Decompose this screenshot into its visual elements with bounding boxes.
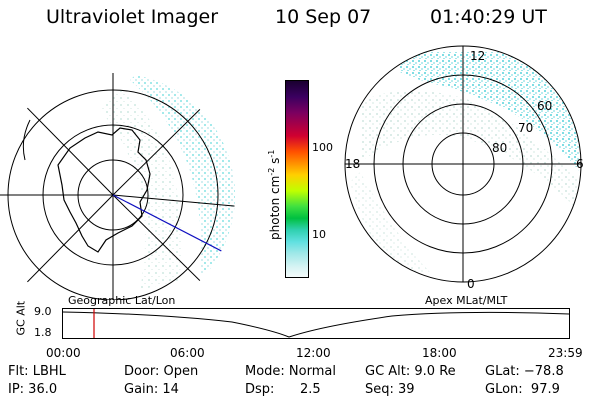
- mlt-label-12: 12: [470, 49, 485, 63]
- colorbar: [285, 80, 309, 278]
- meridian: [0, 194, 114, 300]
- mlat-label-80: 80: [492, 141, 507, 155]
- altitude-curve: [62, 311, 570, 338]
- mlt-label-6: 6: [576, 157, 584, 171]
- aurora-oval: [400, 52, 580, 172]
- dsp-label: Dsp:: [245, 382, 275, 397]
- aurora-diffuse: [360, 90, 580, 212]
- filter-info: Flt: LBHL: [8, 364, 66, 379]
- magnetic-polar-map: 12 18 6 0 60 70 80: [344, 45, 584, 291]
- dsp-value: 2.5: [300, 382, 321, 397]
- glon-info: GLon: 97.9: [485, 382, 560, 397]
- x-tick-0600: 06:00: [170, 346, 205, 360]
- mlt-label-18: 18: [345, 157, 360, 171]
- mode-info: Mode: Normal: [245, 364, 336, 379]
- altitude-timeline: [62, 308, 570, 339]
- gc-alt-axis-label: GC Alt: [14, 300, 28, 336]
- coastline-fragment: [22, 119, 31, 161]
- geographic-title: Geographic Lat/Lon: [68, 294, 176, 307]
- aurora-faint: [100, 90, 182, 290]
- mlat-label-70: 70: [518, 121, 533, 135]
- apex-title: Apex MLat/MLT: [425, 294, 508, 307]
- mlt-label-0: 0: [467, 277, 475, 291]
- y-tick-1-8: 1.8: [34, 326, 52, 339]
- y-tick-9: 9.0: [34, 305, 52, 318]
- colorbar-tick-100: 100: [312, 141, 333, 154]
- glat-info: GLat: −78.8: [485, 364, 564, 379]
- mlat-label-60: 60: [537, 99, 552, 113]
- x-tick-2359: 23:59: [548, 346, 583, 360]
- x-tick-1200: 12:00: [296, 346, 331, 360]
- seq-info: Seq: 39: [365, 382, 415, 397]
- ip-info: IP: 36.0: [8, 382, 58, 397]
- x-tick-0000: 00:00: [46, 346, 81, 360]
- colorbar-tick-10: 10: [312, 228, 326, 241]
- timeline-frame: [62, 308, 570, 339]
- meridian: [112, 194, 235, 300]
- time-label: 01:40:29 UT: [430, 6, 547, 28]
- map-clip-region: [0, 73, 235, 300]
- door-info: Door: Open: [124, 364, 199, 379]
- meridian: [112, 194, 235, 213]
- gain-info: Gain: 14: [124, 382, 179, 397]
- x-tick-1800: 18:00: [422, 346, 457, 360]
- footprint-line: [112, 194, 235, 259]
- colorbar-label: photon cm-2 s-1: [267, 149, 282, 240]
- aurora-diffuse: [350, 172, 430, 272]
- date-label: 10 Sep 07: [275, 6, 372, 28]
- gc-alt-info: GC Alt: 9.0 Re: [365, 364, 456, 379]
- antarctica-coastline: [57, 127, 151, 253]
- aurora-band: [130, 73, 235, 275]
- geographic-map: [0, 73, 235, 300]
- instrument-title: Ultraviolet Imager: [46, 6, 219, 28]
